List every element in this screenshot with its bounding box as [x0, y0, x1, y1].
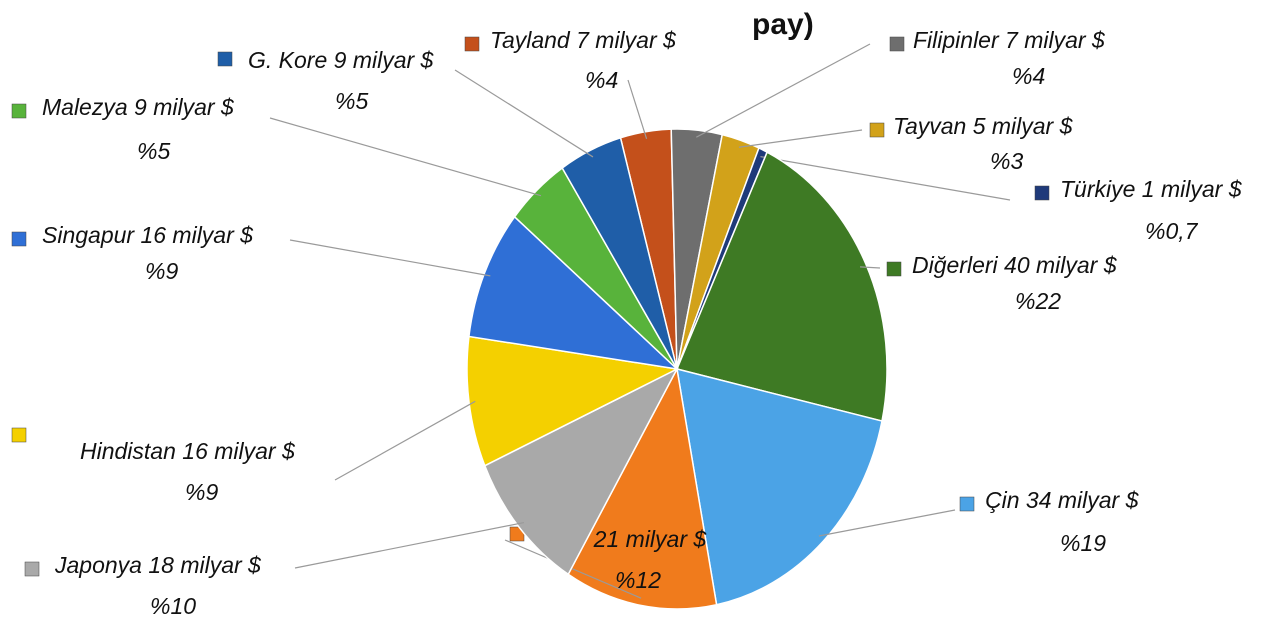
leader-line	[269, 117, 542, 197]
leader-line	[860, 266, 881, 269]
leader-line	[738, 129, 863, 148]
slice-value-label: %5	[137, 138, 170, 164]
slice-value-label: %3	[990, 148, 1023, 174]
slice-value-label: %19	[1060, 530, 1106, 556]
legend-swatch	[11, 231, 27, 247]
slice-label: Filipinler 7 milyar $	[913, 27, 1106, 53]
slice-label: Diğerleri 40 milyar $	[912, 252, 1118, 278]
legend-swatch	[889, 36, 905, 52]
slice-value-label: %9	[145, 258, 178, 284]
pie-slice	[561, 136, 678, 370]
pie-slice	[483, 367, 679, 576]
leader-line	[695, 43, 871, 138]
slice-value-label: %4	[1012, 63, 1045, 89]
leader-line	[334, 400, 476, 481]
pie-slice	[567, 366, 718, 610]
slice-value-label: %4	[585, 67, 618, 93]
slice-value-label: %12	[615, 567, 661, 593]
legend-swatch	[217, 51, 233, 67]
pie-slice	[676, 367, 883, 606]
slice-label: G. Kore 9 milyar $	[248, 47, 435, 73]
pie-slice	[466, 335, 680, 467]
slice-value-label: %9	[185, 479, 218, 505]
slice-label: Tayland 7 milyar $	[490, 27, 677, 53]
slice-value-label: %0,7	[1145, 218, 1199, 244]
leader-line	[294, 521, 525, 569]
leader-line	[627, 79, 648, 139]
slice-label: Malezya 9 milyar $	[42, 94, 235, 120]
leader-line	[818, 509, 956, 537]
leader-line	[454, 69, 594, 158]
legend-swatch	[11, 427, 27, 443]
slice-label: Singapur 16 milyar $	[42, 222, 254, 248]
legend-swatch	[869, 122, 885, 138]
legend-swatch	[1034, 185, 1050, 201]
chart-title: pay)	[752, 8, 814, 41]
slice-value-label: %5	[335, 88, 368, 114]
slice-label: Türkiye 1 milyar $	[1060, 176, 1243, 202]
legend-swatch	[11, 103, 27, 119]
leader-line	[760, 156, 1011, 201]
slice-label: Çin 34 milyar $	[985, 487, 1140, 513]
pie-slice	[675, 151, 888, 422]
slice-value-label: %10	[150, 593, 196, 619]
slice-label: Hindistan 16 milyar $	[80, 438, 296, 464]
legend-swatch	[886, 261, 902, 277]
leader-line	[289, 239, 491, 277]
pie-slice	[468, 215, 680, 371]
legend-swatch	[959, 496, 975, 512]
slice-label: Japonya 18 milyar $	[54, 552, 262, 578]
legend-swatch	[24, 561, 40, 577]
legend-swatch	[464, 36, 480, 52]
slice-label: Tayvan 5 milyar $	[893, 113, 1074, 139]
leader-line	[504, 539, 642, 599]
slice-value-label: %22	[1015, 288, 1061, 314]
